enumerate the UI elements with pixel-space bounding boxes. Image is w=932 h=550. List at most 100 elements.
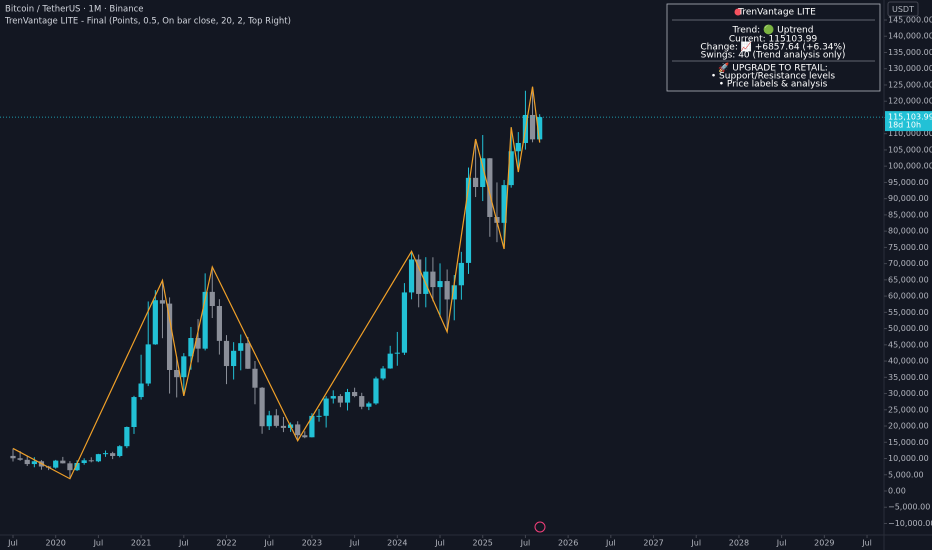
x-tick-label: 2022 [216,539,236,548]
y-tick-label: 45,000.00 [888,340,929,349]
y-tick-label: 20,000.00 [888,422,929,431]
currency-label[interactable]: USDT [892,5,914,14]
x-tick-label: 2027 [643,539,663,548]
panel-feature: • Support/Resistance levels [711,72,836,82]
y-tick-label: 130,000.00 [888,64,932,73]
x-tick-label: Jul [861,539,872,548]
x-tick-label: 2020 [46,539,66,548]
candle-body [458,262,464,286]
candle-body [53,460,59,468]
candle-body [416,259,422,294]
candle-body [330,396,336,399]
candle-body [266,415,272,427]
candle-body [88,460,94,462]
x-tick-label: 2025 [473,539,493,548]
candle-body [202,291,208,349]
y-tick-label: 135,000.00 [888,48,932,57]
panel-icon [734,8,742,16]
y-tick-label: 35,000.00 [888,373,929,382]
candle-body [337,396,343,403]
y-tick-label: 145,000.00 [888,15,932,24]
panel-feature: • Price labels & analysis [719,80,828,90]
y-tick-label: 120,000.00 [888,97,932,106]
candle-body [60,460,66,464]
y-tick-label: −10,000.00 [888,519,932,528]
last-price-tag [885,111,932,132]
candle-body [252,368,258,388]
y-tick-label: 75,000.00 [888,243,929,252]
swing-line [12,86,541,480]
currency-box[interactable] [887,1,919,17]
y-tick-label: 40,000.00 [888,357,929,366]
candle-body [473,177,479,188]
x-tick-label: 2028 [729,539,749,548]
event-icon[interactable] [534,521,546,533]
candle-body [480,158,486,188]
candle-body [124,427,130,447]
candle-body [24,459,30,465]
y-tick-label: 60,000.00 [888,292,929,301]
x-tick-label: 2024 [387,539,407,548]
candle-body [195,338,201,349]
y-tick-label: 80,000.00 [888,227,929,236]
x-tick-label: 2021 [131,539,151,548]
candle-body [430,271,436,288]
panel-title: TrenVantage LITE [737,8,816,18]
candle-body [295,424,301,436]
candle-body [223,340,230,367]
candle-body [515,142,521,152]
x-tick-label: 2029 [814,539,834,548]
symbol-title: Bitcoin / TetherUS · 1M · Binance [5,5,144,15]
y-tick-label: 15,000.00 [888,438,929,447]
candle-body [216,306,222,341]
y-tick-label: 110,000.00 [888,129,932,138]
candle-body [394,352,400,354]
x-tick-label: Jul [690,539,701,548]
candle-body [138,383,144,398]
candle-body [117,446,123,456]
candle-body [209,291,215,307]
candle-body [181,356,187,378]
candle-body [352,392,358,397]
candle-body [444,281,450,300]
candle-body [344,392,351,403]
x-tick-label: 2023 [302,539,322,548]
candle-body [231,350,237,367]
x-tick-label: Jul [7,539,18,548]
candle-body [359,396,365,407]
candle-body [302,435,308,438]
panel-trend: Trend: 🟢 Uptrend [732,24,814,36]
y-tick-label: −5,000.00 [888,503,930,512]
candle-body [537,117,543,140]
candle-body [273,415,279,426]
y-tick-label: 55,000.00 [888,308,929,317]
countdown-label: 18d 10h [888,121,921,130]
candle-body [95,454,102,462]
panel-change: Change: 📈 +6857.64 (+6.34%) [700,41,845,53]
candle-body [401,292,408,353]
candle-body [373,378,379,404]
candle-body [152,300,158,345]
x-tick-label: Jul [349,539,360,548]
candle-body [188,338,194,357]
candle-body [31,461,37,465]
candle-body [529,114,536,140]
x-tick-label: 2026 [558,539,578,548]
candle-body [316,415,322,417]
candle-body [159,300,166,304]
panel-box [666,3,881,92]
candle-body [366,403,372,407]
candle-body [387,353,393,369]
candle-body [17,458,23,460]
candle-body [437,281,443,288]
candle-body [259,387,265,427]
candle-body [309,415,315,438]
plot-area [10,86,543,480]
candle-body [10,455,16,459]
candle-body [451,285,457,300]
x-tick-label: Jul [178,539,189,548]
y-tick-label: 100,000.00 [888,162,932,171]
y-tick-label: 90,000.00 [888,194,929,203]
